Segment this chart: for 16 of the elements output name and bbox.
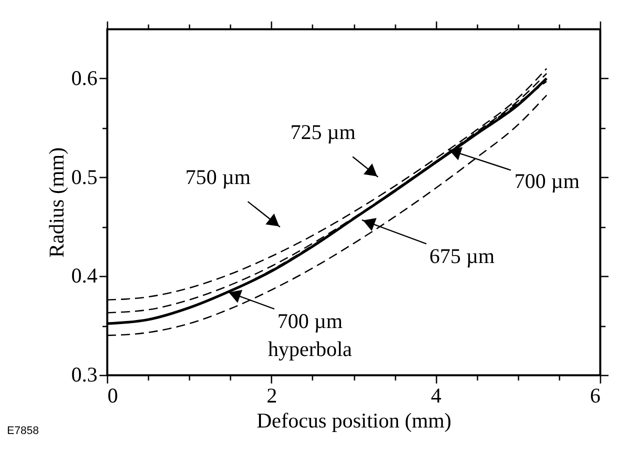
annotation: 725 µm: [290, 120, 356, 144]
y-tick-label: 0.6: [71, 66, 98, 90]
annotation: 700 µm: [514, 169, 580, 193]
annotation: 700 µm hyperbola: [268, 309, 353, 361]
annotation: 675 µm: [429, 244, 495, 268]
x-axis-title: Defocus position (mm): [256, 408, 452, 432]
x-tick-label: 4: [430, 384, 442, 408]
y-tick-label: 0.5: [71, 164, 98, 189]
y-tick-label: 0.4: [71, 264, 98, 288]
text: E7858: [7, 425, 39, 437]
x-tick-label: 6: [590, 384, 600, 408]
annotation: 750 µm: [185, 165, 251, 189]
y-axis-title: Radius (mm): [44, 147, 68, 258]
x-tick-label: 2: [266, 384, 278, 408]
x-tick-label: 0: [108, 384, 118, 408]
y-tick-label: 0.3: [71, 362, 98, 386]
